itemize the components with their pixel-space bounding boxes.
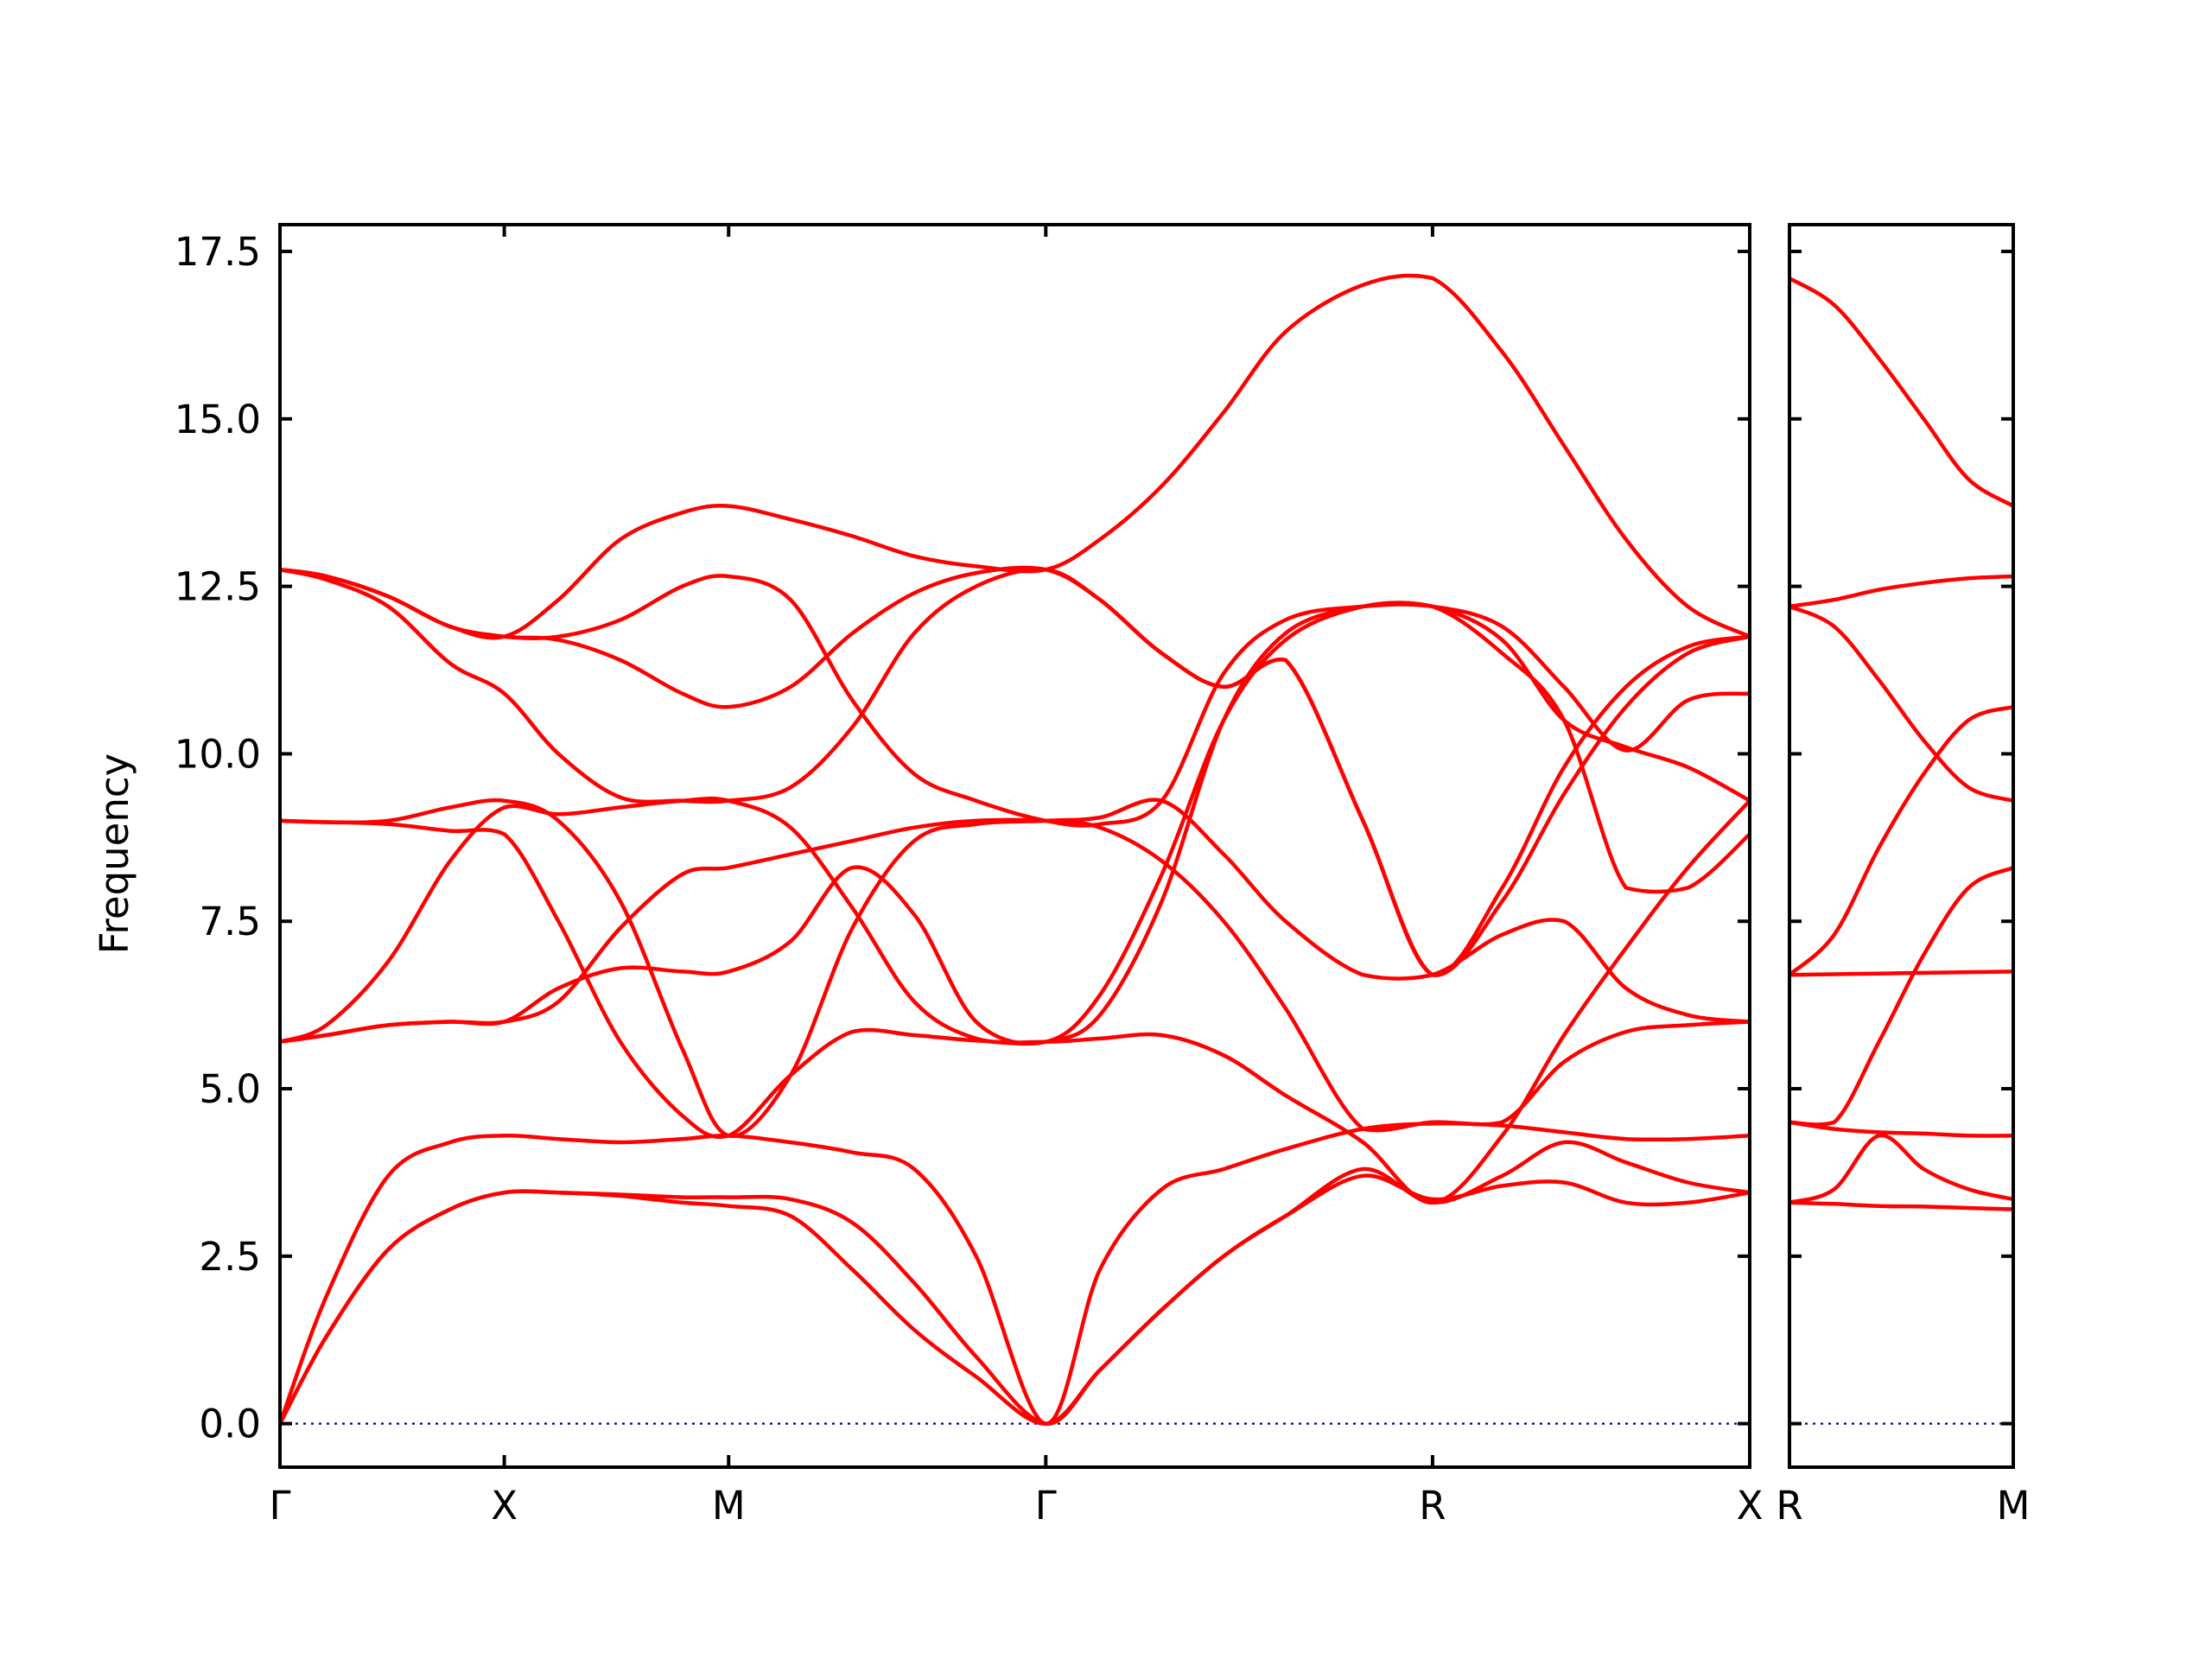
high-symmetry-label-1: Γ <box>269 1483 290 1529</box>
high-symmetry-label-2: X <box>491 1483 518 1529</box>
phonon-band-2 <box>1789 1134 2013 1205</box>
y-axis-label: Frequency <box>92 753 137 954</box>
phonon-band-8 <box>280 798 1750 1138</box>
phonon-band-9 <box>280 567 1750 977</box>
y-tick-label: 17.5 <box>175 229 261 275</box>
phonon-band-6 <box>1789 704 2013 977</box>
plot-frame <box>1788 223 2015 1469</box>
y-tick-label: 2.5 <box>199 1234 261 1280</box>
phonon-band-3 <box>280 1121 1750 1426</box>
phonon-band-5 <box>1789 969 2013 977</box>
high-symmetry-label-1: R <box>1776 1483 1802 1529</box>
high-symmetry-label-5: R <box>1419 1483 1446 1529</box>
phonon-band-7 <box>1789 604 2013 803</box>
phonon-band-12 <box>280 273 1750 640</box>
y-tick-label: 10.0 <box>175 731 261 777</box>
phonon-band-7 <box>280 601 1750 1140</box>
y-tick-label: 15.0 <box>175 397 261 442</box>
high-symmetry-label-6: X <box>1737 1483 1764 1529</box>
phonon-band-8 <box>1789 574 2013 609</box>
band-group <box>280 273 1750 1426</box>
plot-frame <box>278 223 1751 1469</box>
high-symmetry-label-3: M <box>712 1483 746 1529</box>
y-tick-label: 12.5 <box>175 564 261 610</box>
y-tick-label: 0.0 <box>199 1402 261 1447</box>
main-path-panel: 0.0 2.5 5.0 7.5 10.0 12.5 15.0 17.5 Γ X M Γ R X <box>175 223 1764 1529</box>
y-tick-label: 5.0 <box>199 1066 261 1112</box>
phonon-band-3 <box>1789 1120 2013 1138</box>
phonon-band-11 <box>280 567 1750 828</box>
phonon-band-1 <box>1789 1200 2013 1211</box>
high-symmetry-label-2: M <box>1997 1483 2031 1529</box>
phonon-band-1 <box>280 1173 1750 1426</box>
phonon-band-4 <box>280 817 1750 1133</box>
phonon-band-10 <box>280 565 1750 977</box>
band-group <box>1789 276 2013 1211</box>
phonon-band-4 <box>1789 865 2013 1127</box>
phonon-band-9 <box>1789 276 2013 508</box>
phonon-band-2 <box>280 1140 1750 1426</box>
y-tick-label: 7.5 <box>199 899 261 944</box>
high-symmetry-label-4: Γ <box>1035 1483 1057 1529</box>
